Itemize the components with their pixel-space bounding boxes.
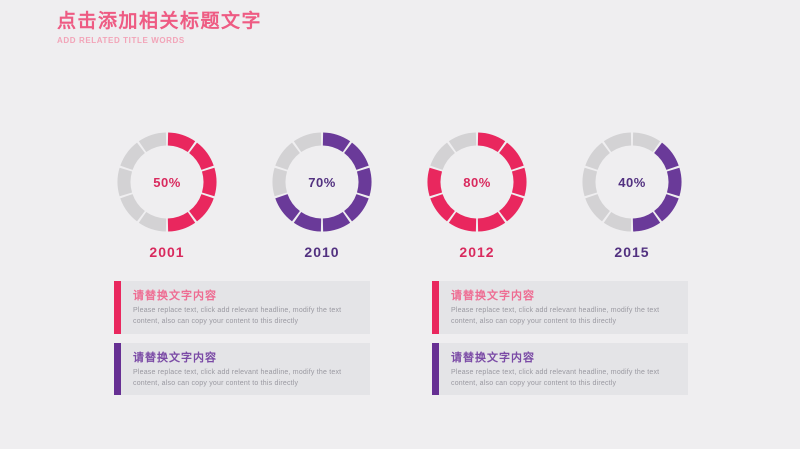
donut-segment-track [117, 167, 133, 197]
donut-ring: 40% [576, 126, 688, 238]
donut-year-label: 2015 [614, 244, 650, 260]
donut-ring: 70% [266, 126, 378, 238]
donut-chart-2001: 50% 2001 [111, 126, 223, 260]
block-body: Please replace text, click add relevant … [451, 307, 660, 325]
donut-ring: 80% [421, 126, 533, 238]
accent-bar [114, 342, 121, 396]
donut-segment-track [275, 142, 301, 171]
text-block-top-right: 请替换文字内容 Please replace text, click add r… [432, 281, 688, 334]
donut-year-label: 2001 [149, 244, 185, 260]
page-subtitle: ADD RELATED TITLE WORDS [57, 35, 185, 45]
donut-percent-label: 50% [153, 174, 181, 190]
donut-chart-row: 50% 2001 70% 2010 80% 2012 40% 2015 [111, 126, 688, 260]
text-block-bottom-right: 请替换文字内容 Please replace text, click add r… [432, 342, 688, 396]
accent-bar [114, 281, 121, 334]
donut-chart-2010: 70% 2010 [266, 126, 378, 260]
donut-segment-filled [275, 193, 301, 222]
donut-segment-track [603, 132, 632, 153]
donut-segment-filled [343, 142, 369, 171]
donut-segment-track [448, 132, 477, 153]
donut-segment-track [585, 142, 611, 171]
donut-segment-filled [666, 167, 682, 197]
page-title: 点击添加相关标题文字 [57, 11, 263, 32]
donut-segment-track [272, 167, 288, 197]
donut-segment-filled [511, 167, 527, 197]
donut-segment-filled [322, 132, 351, 153]
block-heading: 请替换文字内容 [451, 290, 535, 302]
donut-segment-track [293, 132, 322, 153]
slide-header: 点击添加相关标题文字 ADD RELATED TITLE WORDS [57, 11, 262, 45]
donut-segment-filled [498, 142, 524, 171]
text-block-grid: 请替换文字内容 Please replace text, click add r… [114, 281, 688, 396]
donut-segment-track [430, 142, 456, 171]
block-heading: 请替换文字内容 [133, 290, 217, 302]
donut-segment-filled [653, 193, 679, 222]
donut-segment-filled [632, 211, 661, 232]
donut-segment-filled [167, 132, 196, 153]
donut-segment-filled [356, 167, 372, 197]
block-body: Please replace text, click add relevant … [451, 368, 660, 387]
donut-segment-filled [448, 211, 477, 232]
donut-segment-track [603, 211, 632, 232]
donut-segment-filled [167, 211, 196, 232]
donut-segment-filled [477, 211, 506, 232]
donut-percent-label: 40% [618, 174, 646, 190]
block-heading: 请替换文字内容 [451, 351, 535, 364]
donut-segment-filled [653, 142, 679, 171]
donut-segment-filled [477, 132, 506, 153]
donut-segment-track [585, 193, 611, 222]
donut-chart-2012: 80% 2012 [421, 126, 533, 260]
block-heading: 请替换文字内容 [133, 351, 217, 364]
text-block-bottom-left: 请替换文字内容 Please replace text, click add r… [114, 342, 370, 396]
donut-segment-filled [427, 167, 443, 197]
donut-segment-filled [293, 211, 322, 232]
donut-segment-filled [188, 193, 214, 222]
donut-segment-track [632, 132, 661, 153]
donut-segment-filled [322, 211, 351, 232]
donut-segment-filled [343, 193, 369, 222]
donut-segment-track [582, 167, 598, 197]
donut-segment-filled [430, 193, 456, 222]
donut-segment-track [120, 193, 146, 222]
block-body: Please replace text, click add relevant … [133, 368, 342, 387]
text-block-top-left: 请替换文字内容 Please replace text, click add r… [114, 281, 370, 334]
donut-percent-label: 80% [463, 174, 491, 190]
donut-percent-label: 70% [308, 174, 336, 190]
donut-segment-track [138, 132, 167, 153]
donut-segment-filled [188, 142, 214, 171]
donut-year-label: 2012 [459, 244, 495, 260]
donut-ring: 50% [111, 126, 223, 238]
donut-chart-2015: 40% 2015 [576, 126, 688, 260]
donut-segment-track [120, 142, 146, 171]
donut-segment-filled [201, 167, 217, 197]
donut-segment-track [138, 211, 167, 232]
donut-segment-filled [498, 193, 524, 222]
accent-bar [432, 342, 439, 396]
donut-year-label: 2010 [304, 244, 340, 260]
block-body: Please replace text, click add relevant … [133, 307, 342, 325]
accent-bar [432, 281, 439, 334]
